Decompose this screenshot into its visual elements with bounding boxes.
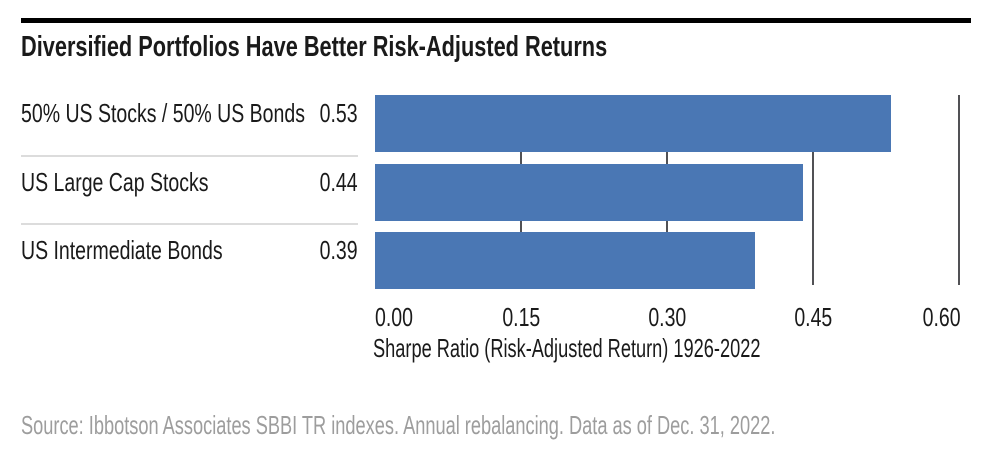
source-note: Source: Ibbotson Associates SBBI TR inde… (21, 410, 776, 440)
value-label: 0.39 (320, 235, 358, 265)
bar-chart-plot (375, 95, 960, 289)
row-separator (21, 223, 358, 225)
category-label: 50% US Stocks / 50% US Bonds (21, 98, 305, 128)
bar (375, 95, 891, 152)
value-label: 0.53 (320, 98, 358, 128)
category-row: US Intermediate Bonds 0.39 (21, 237, 358, 263)
row-separator (21, 155, 358, 157)
x-axis-title: Sharpe Ratio (Risk-Adjusted Return) 1926… (373, 333, 761, 363)
gridline (958, 95, 960, 285)
top-rule (21, 18, 971, 23)
category-label: US Intermediate Bonds (21, 235, 223, 265)
chart-title: Diversified Portfolios Have Better Risk-… (21, 31, 608, 63)
x-tick-text: 0.30 (648, 302, 686, 332)
x-tick-text: 0.45 (794, 302, 832, 332)
x-axis-ticks: 0.00 0.15 0.30 0.45 0.60 (375, 302, 961, 332)
x-tick-text: 0.00 (375, 302, 413, 332)
category-label: US Large Cap Stocks (21, 167, 209, 197)
value-label: 0.44 (320, 167, 358, 197)
category-row: 50% US Stocks / 50% US Bonds 0.53 (21, 100, 358, 126)
bar (375, 164, 803, 221)
category-row: US Large Cap Stocks 0.44 (21, 169, 358, 195)
x-tick-text: 0.15 (502, 302, 540, 332)
x-tick-text: 0.60 (923, 302, 961, 332)
bar (375, 232, 755, 289)
gridline (812, 95, 814, 285)
